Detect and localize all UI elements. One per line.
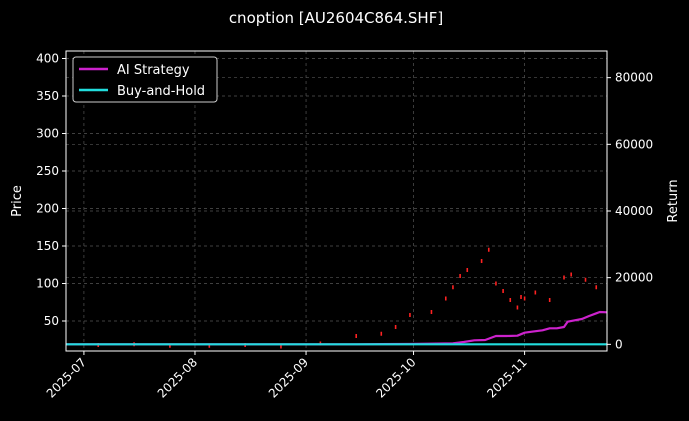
price-mark (169, 343, 171, 348)
price-mark (430, 310, 433, 314)
plot-frame (65, 50, 608, 352)
price-mark (394, 325, 397, 329)
legend-label-buy-and-hold: Buy-and-Hold (117, 84, 205, 99)
price-mark (444, 296, 447, 301)
price-mark (516, 305, 519, 310)
price-mark (570, 272, 572, 277)
price-mark (548, 298, 551, 302)
series-lines (66, 310, 608, 346)
price-mark (563, 275, 565, 280)
price-mark (595, 285, 598, 290)
price-mark (466, 268, 469, 272)
y-axis-left: 50 100 150 200 250 300 350 400 (36, 52, 66, 328)
y-tick-label: 250 (36, 164, 59, 178)
price-mark (208, 343, 211, 348)
y-tick-label: 200 (36, 202, 59, 216)
y-tick-label: 350 (36, 89, 59, 103)
y-tick-label: 100 (36, 277, 59, 291)
y2-tick-label: 0 (615, 337, 623, 351)
price-mark (523, 296, 526, 301)
price-mark (495, 281, 497, 286)
y-tick-label: 300 (36, 127, 59, 141)
price-mark (509, 298, 512, 302)
price-mark (459, 274, 461, 278)
price-mark (520, 295, 522, 299)
price-mark (480, 259, 483, 263)
price-mark (280, 344, 282, 349)
price-mark (534, 290, 537, 295)
y-axis-right: 0 20000 40000 60000 80000 (607, 71, 653, 351)
price-mark (584, 277, 587, 282)
legend-box (72, 56, 218, 103)
price-mark (487, 247, 490, 252)
legend-label-ai-strategy: AI Strategy (117, 63, 190, 78)
y2-axis-label: Return (666, 179, 681, 222)
y2-tick-label: 20000 (615, 271, 653, 285)
chart-title: cnoption [AU2604C864.SHF] (229, 9, 443, 27)
y-tick-label: 50 (44, 314, 59, 328)
y-tick-label: 400 (36, 52, 59, 66)
price-mark (380, 331, 383, 336)
price-mark (502, 289, 504, 293)
y2-tick-label: 80000 (615, 71, 653, 85)
price-mark (452, 285, 454, 290)
price-mark (409, 313, 411, 317)
y-tick-label: 150 (36, 239, 59, 253)
price-mark (355, 334, 358, 338)
y2-tick-label: 40000 (615, 204, 653, 218)
legend: AI Strategy Buy-and-Hold (72, 56, 218, 103)
y-axis-label: Price (10, 185, 25, 217)
y2-tick-label: 60000 (615, 137, 653, 151)
